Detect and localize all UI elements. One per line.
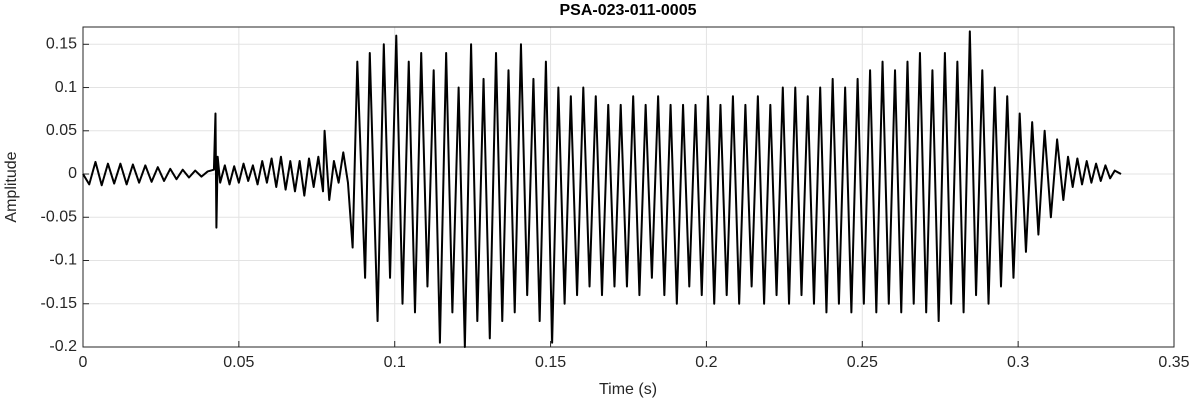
y-tick-label: 0.05 [46, 122, 77, 139]
plot-frame [82, 26, 1175, 348]
x-tick-label: 0.35 [1158, 354, 1189, 371]
y-tick-label: 0 [68, 165, 77, 182]
chart-title: PSA-023-011-0005 [560, 2, 697, 19]
x-tick-label: 0.3 [1007, 354, 1029, 371]
x-tick-label: 0.1 [384, 354, 406, 371]
y-tick-label: -0.2 [49, 338, 77, 355]
x-tick-label: 0.25 [847, 354, 878, 371]
y-tick-label: -0.1 [49, 252, 77, 269]
y-tick-label: 0.15 [46, 36, 77, 53]
y-tick-label: -0.15 [41, 295, 78, 312]
x-tick-label: 0.15 [535, 354, 566, 371]
waveform-line [82, 30, 1122, 348]
y-tick-label: -0.05 [41, 208, 78, 225]
x-tick-label: 0.05 [223, 354, 254, 371]
y-tick-label: 0.1 [55, 79, 77, 96]
x-tick-label: 0.2 [695, 354, 717, 371]
y-axis-label: Amplitude [3, 151, 20, 222]
x-tick-label: 0 [79, 354, 88, 371]
x-axis-label: Time (s) [599, 381, 657, 398]
